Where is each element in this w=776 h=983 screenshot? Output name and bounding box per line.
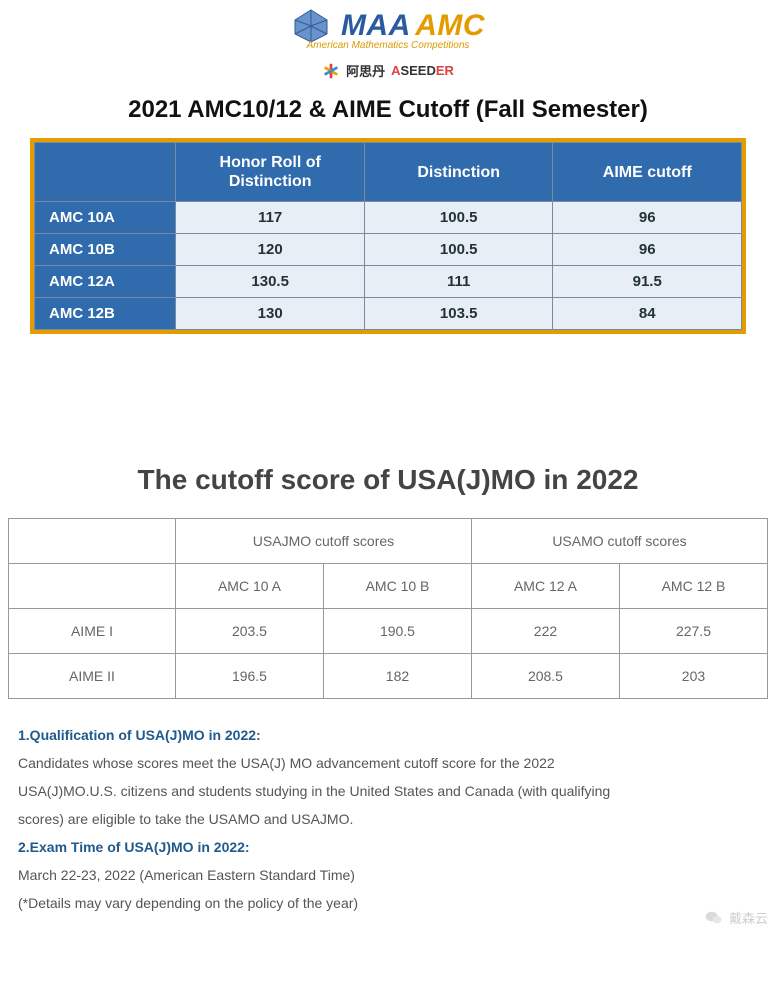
cell: 117: [176, 202, 365, 234]
table-row: AMC 12A 130.5 111 91.5: [35, 266, 742, 298]
section-title: The cutoff score of USA(J)MO in 2022: [8, 464, 768, 496]
table-header: [9, 519, 176, 564]
wechat-watermark: 戴森云: [705, 908, 768, 927]
row-label: AMC 10A: [35, 202, 176, 234]
cell: 196.5: [175, 654, 323, 699]
sponsor-brand: ASEEDER: [391, 63, 454, 78]
cell: 182: [323, 654, 471, 699]
note-line: scores) are eligible to take the USAMO a…: [18, 805, 758, 833]
notes: 1.Qualification of USA(J)MO in 2022: Can…: [18, 721, 758, 917]
amc-text: AMC: [415, 9, 485, 42]
cell: 100.5: [364, 234, 553, 266]
row-label: AMC 12B: [35, 298, 176, 330]
cutoff-table: Honor Roll of Distinction Distinction AI…: [34, 142, 742, 330]
table-row: AMC 12B 130 103.5 84: [35, 298, 742, 330]
table-header: AMC 10 A: [175, 564, 323, 609]
note-line: Candidates whose scores meet the USA(J) …: [18, 749, 758, 777]
header: MAA AMC American Mathematics Competition…: [0, 0, 776, 124]
icosahedron-icon: [291, 8, 331, 44]
table-header: [9, 564, 176, 609]
cell: 203.5: [175, 609, 323, 654]
note-heading: 1.Qualification of USA(J)MO in 2022:: [18, 721, 758, 749]
table-row: AMC 10B 120 100.5 96: [35, 234, 742, 266]
cutoff-table-wrap: Honor Roll of Distinction Distinction AI…: [30, 138, 746, 334]
table-header: [35, 143, 176, 202]
table-header: AMC 10 B: [323, 564, 471, 609]
logo-row: MAA AMC: [0, 8, 776, 44]
table-row: AMC 10A 117 100.5 96: [35, 202, 742, 234]
cell: 96: [553, 234, 742, 266]
cell: 91.5: [553, 266, 742, 298]
row-label: AMC 10B: [35, 234, 176, 266]
table-header: AMC 12 A: [471, 564, 619, 609]
row-label: AIME I: [9, 609, 176, 654]
logo-subtitle: American Mathematics Competitions: [0, 40, 776, 51]
table-row: AIME II 196.5 182 208.5 203: [9, 654, 768, 699]
cell: 208.5: [471, 654, 619, 699]
sponsor-row: 阿思丹 ASEEDER: [0, 61, 776, 80]
cell: 100.5: [364, 202, 553, 234]
cell: 120: [176, 234, 365, 266]
asterisk-icon: [322, 62, 340, 80]
maa-text: MAA: [341, 9, 411, 42]
wechat-label: 戴森云: [729, 908, 768, 927]
cell: 203: [619, 654, 767, 699]
wechat-icon: [705, 909, 723, 927]
table-header: USAJMO cutoff scores: [175, 519, 471, 564]
row-label: AIME II: [9, 654, 176, 699]
cell: 103.5: [364, 298, 553, 330]
page-title: 2021 AMC10/12 & AIME Cutoff (Fall Semest…: [0, 96, 776, 124]
note-line: (*Details may vary depending on the poli…: [18, 889, 758, 917]
cell: 96: [553, 202, 742, 234]
note-line: USA(J)MO.U.S. citizens and students stud…: [18, 777, 758, 805]
note-heading: 2.Exam Time of USA(J)MO in 2022:: [18, 833, 758, 861]
usajmo-section: The cutoff score of USA(J)MO in 2022 USA…: [0, 464, 776, 917]
sponsor-brand-seed: SEED: [400, 63, 435, 78]
row-label: AMC 12A: [35, 266, 176, 298]
table-header: Honor Roll of Distinction: [176, 143, 365, 202]
logo-text: MAA AMC: [341, 9, 485, 43]
cell: 84: [553, 298, 742, 330]
table-row: AIME I 203.5 190.5 222 227.5: [9, 609, 768, 654]
note-line: March 22-23, 2022 (American Eastern Stan…: [18, 861, 758, 889]
cell: 130.5: [176, 266, 365, 298]
cell: 111: [364, 266, 553, 298]
table-header: USAMO cutoff scores: [471, 519, 767, 564]
sponsor-cn: 阿思丹: [346, 61, 385, 80]
cell: 227.5: [619, 609, 767, 654]
table-header: AMC 12 B: [619, 564, 767, 609]
cell: 222: [471, 609, 619, 654]
sponsor-brand-er: ER: [436, 63, 454, 78]
table-header: AIME cutoff: [553, 143, 742, 202]
table-header: Distinction: [364, 143, 553, 202]
usajmo-table: USAJMO cutoff scores USAMO cutoff scores…: [8, 518, 768, 699]
cell: 130: [176, 298, 365, 330]
cell: 190.5: [323, 609, 471, 654]
